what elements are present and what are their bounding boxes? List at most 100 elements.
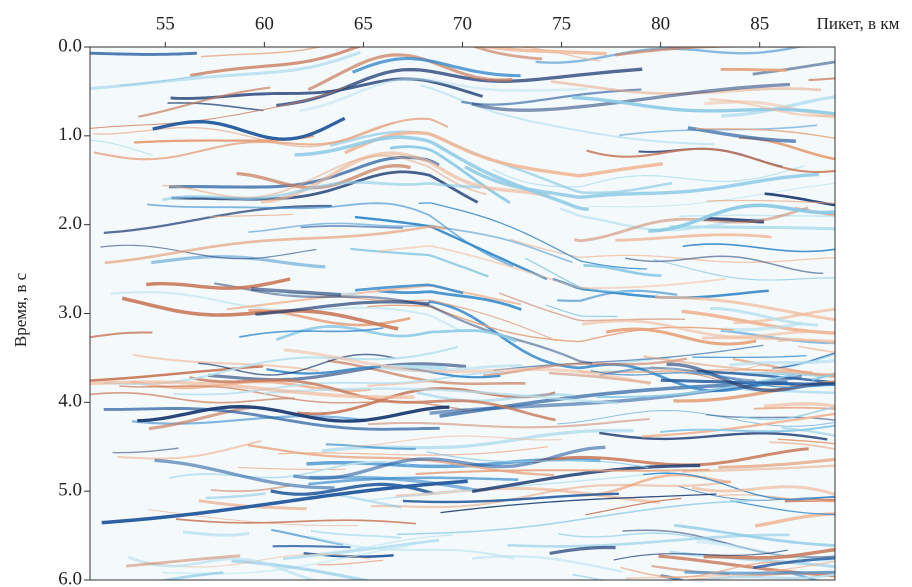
- reflector: [709, 306, 819, 327]
- reflector: [720, 67, 787, 72]
- reflector: [557, 409, 835, 427]
- reflector: [723, 321, 802, 332]
- reflector: [293, 445, 606, 480]
- reflector: [461, 88, 642, 106]
- reflector: [117, 439, 262, 460]
- reflector: [147, 202, 514, 268]
- y-tick-label: 1.0: [58, 124, 82, 145]
- y-tick-label: 4.0: [58, 391, 82, 412]
- reflector: [367, 379, 434, 387]
- reflector: [275, 325, 517, 343]
- reflector: [101, 479, 468, 525]
- reflector: [692, 355, 807, 359]
- reflector: [440, 493, 717, 514]
- reflector: [585, 497, 682, 516]
- x-tick-label: 85: [750, 13, 769, 34]
- reflector: [583, 264, 662, 278]
- reflector: [482, 357, 688, 377]
- reflector: [263, 387, 618, 405]
- reflector: [708, 98, 835, 118]
- reflector: [350, 247, 489, 278]
- reflector: [283, 348, 651, 386]
- reflector: [154, 458, 335, 490]
- reflector: [599, 431, 828, 441]
- reflector: [354, 283, 464, 295]
- x-tick-label: 65: [354, 13, 373, 34]
- reflector: [655, 296, 835, 322]
- reflector: [544, 582, 748, 587]
- reflector: [231, 559, 372, 580]
- reflector: [769, 441, 835, 451]
- reflector: [620, 561, 795, 578]
- reflector: [687, 126, 796, 143]
- reflector: [310, 535, 515, 560]
- reflector: [308, 476, 519, 486]
- y-axis-label: Время, в с: [11, 272, 30, 347]
- reflector: [416, 391, 573, 403]
- reflector: [282, 538, 440, 561]
- reflector: [596, 373, 795, 398]
- reflector: [207, 362, 467, 382]
- reflector: [239, 327, 384, 338]
- reflector: [426, 451, 649, 469]
- x-tick-label: 60: [255, 13, 274, 34]
- reflector: [299, 77, 588, 113]
- reflector: [718, 494, 835, 503]
- reflector: [673, 380, 835, 403]
- reflector: [307, 53, 513, 92]
- reflector: [586, 147, 835, 174]
- reflector: [377, 245, 726, 290]
- reflector: [90, 139, 154, 157]
- reflector: [492, 165, 805, 188]
- reflector: [272, 545, 351, 549]
- reflector: [764, 192, 835, 207]
- reflector: [471, 47, 543, 61]
- reflector: [571, 95, 835, 116]
- y-tick-label: 5.0: [58, 480, 82, 501]
- reflector: [811, 372, 835, 381]
- x-axis-label: Пикет, в км: [817, 14, 900, 33]
- reflector: [182, 530, 250, 537]
- reflector: [695, 128, 835, 140]
- reflector: [573, 206, 809, 243]
- reflector: [763, 402, 835, 408]
- reflector: [777, 438, 835, 445]
- reflector: [127, 555, 362, 580]
- reflector: [255, 300, 430, 316]
- reflector: [691, 485, 835, 496]
- reflector: [93, 122, 394, 148]
- reflector: [320, 534, 453, 554]
- reflector: [730, 500, 835, 516]
- reflector: [653, 259, 835, 281]
- reflector: [418, 202, 647, 270]
- x-tick-label: 80: [651, 13, 670, 34]
- reflector: [90, 380, 415, 399]
- reflector: [175, 518, 417, 525]
- reflector: [478, 47, 607, 56]
- y-tick-label: 0.0: [58, 35, 82, 56]
- reflector: [173, 370, 504, 396]
- x-tick-label: 55: [156, 13, 175, 34]
- y-tick-label: 2.0: [58, 213, 82, 234]
- x-tick-label: 75: [552, 13, 571, 34]
- reflector: [535, 47, 804, 64]
- reflector: [696, 540, 835, 562]
- x-tick-label: 70: [453, 13, 472, 34]
- reflector: [642, 412, 835, 438]
- reflector: [138, 86, 271, 118]
- reflector: [90, 86, 347, 130]
- reflector: [648, 203, 835, 233]
- reflector: [615, 47, 835, 57]
- reflector: [549, 545, 616, 555]
- reflector: [666, 362, 835, 393]
- reflector: [132, 353, 319, 373]
- reflector: [721, 95, 835, 118]
- reflector: [754, 512, 835, 528]
- reflector: [643, 472, 835, 501]
- reflector: [103, 407, 440, 431]
- reflector: [752, 60, 835, 76]
- reflector: [415, 468, 710, 475]
- reflector: [729, 358, 835, 367]
- reflector: [168, 461, 410, 479]
